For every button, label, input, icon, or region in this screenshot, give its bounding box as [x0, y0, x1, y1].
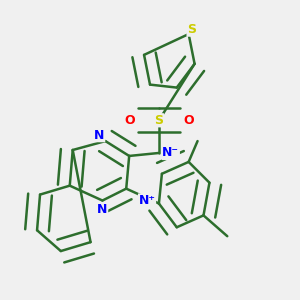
Text: O: O	[124, 114, 134, 127]
Text: N: N	[97, 203, 108, 216]
Text: S: S	[154, 114, 164, 127]
Text: S: S	[187, 23, 196, 36]
Text: N⁻: N⁻	[162, 146, 179, 160]
Text: O: O	[183, 114, 194, 127]
Text: N: N	[94, 129, 105, 142]
Text: N⁺: N⁺	[139, 194, 155, 207]
